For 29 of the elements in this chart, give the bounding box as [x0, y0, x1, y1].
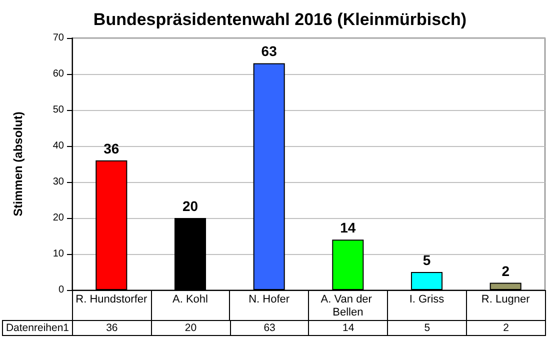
y-tick-label: 50 — [52, 104, 64, 116]
text: 2 — [502, 262, 510, 279]
text: 36 — [104, 140, 120, 156]
y-tick-label: 10 — [52, 248, 64, 260]
data-label: 14 — [308, 320, 388, 336]
text: 14 — [340, 220, 356, 236]
y-tick-label: 70 — [52, 32, 64, 44]
y-tick-label: 60 — [52, 68, 64, 80]
text: 63 — [261, 43, 277, 60]
x-tick-label: I. Griss — [409, 294, 445, 306]
x-tick-label: R. Hundstorfer — [76, 294, 148, 306]
y-tick-label: 40 — [52, 140, 64, 152]
x-tick-label: N. Hofer — [248, 294, 290, 306]
x-tick-label: A. Kohl — [172, 294, 208, 306]
text: Datenreihen1 — [2, 320, 72, 336]
data-label: 2 — [466, 320, 546, 336]
text: 5 — [422, 252, 431, 268]
y-tick-label: 30 — [52, 176, 64, 188]
data-label: 20 — [151, 320, 230, 336]
data-label: 36 — [72, 320, 152, 336]
chart-title: Bundespräsidentenwahl 2016 (Kleinmürbisch) — [93, 10, 467, 29]
data-label: 5 — [388, 320, 467, 336]
y-tick-label: 20 — [52, 212, 64, 224]
x-tick-label: R. Lugner — [481, 294, 530, 306]
x-tick-label: A. Van der Bellen — [320, 294, 376, 318]
y-tick-label: 0 — [58, 284, 64, 296]
text: 20 — [182, 198, 198, 214]
data-label: 63 — [230, 320, 309, 336]
y-axis-title: Stimmen (absolut) — [11, 112, 25, 216]
